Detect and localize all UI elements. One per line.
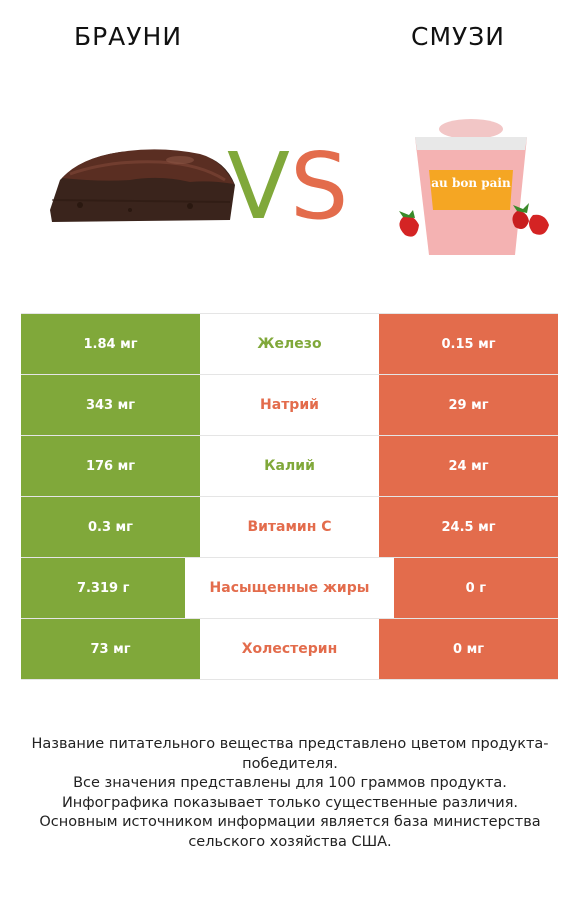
nutrient-label: Насыщенные жиры: [185, 558, 394, 618]
brownie-title: БРАУНИ: [73, 22, 183, 51]
brownie-value: 7.319 г: [21, 558, 186, 618]
table-row: 1.84 мг Железо 0.15 мг: [21, 313, 558, 375]
smoothie-value: 29 мг: [379, 375, 558, 435]
nutrient-label: Натрий: [200, 375, 379, 435]
smoothie-value: 24 мг: [379, 436, 558, 496]
brownie-value: 1.84 мг: [21, 314, 200, 374]
table-row: 176 мг Калий 24 мг: [21, 436, 558, 497]
footnote-line: Инфографика показывает только существенн…: [61, 794, 519, 811]
nutrient-label: Железо: [200, 314, 379, 374]
table-row: 7.319 г Насыщенные жиры 0 г: [21, 558, 558, 619]
vs-letter-v: V: [227, 140, 290, 230]
footnote: Название питательного вещества представл…: [20, 735, 560, 852]
nutrient-label: Холестерин: [200, 619, 379, 679]
table-row: 343 мг Натрий 29 мг: [21, 375, 558, 436]
smoothie-value: 0 мг: [379, 619, 558, 679]
table-row: 0.3 мг Витамин C 24.5 мг: [21, 497, 558, 558]
smoothie-title: СМУЗИ: [411, 22, 505, 51]
cup-brand-text: au bon pain: [431, 176, 511, 190]
brownie-value: 0.3 мг: [21, 497, 200, 557]
brownie-value: 73 мг: [21, 619, 200, 679]
footnote-line: Основным источником информации является …: [39, 814, 541, 850]
smoothie-value: 0.15 мг: [379, 314, 558, 374]
brownie-value: 343 мг: [21, 375, 200, 435]
smoothie-image: au bon pain: [399, 119, 549, 255]
nutrient-comparison-table: 1.84 мг Железо 0.15 мг 343 мг Натрий 29 …: [21, 313, 558, 680]
vs-letter-s: S: [290, 140, 348, 230]
smoothie-value: 24.5 мг: [379, 497, 558, 557]
brownie-value: 176 мг: [21, 436, 200, 496]
footnote-line: Все значения представлены для 100 граммо…: [73, 775, 507, 791]
nutrient-label: Калий: [200, 436, 379, 496]
vs-logo: V S: [227, 140, 348, 230]
table-row: 73 мг Холестерин 0 мг: [21, 619, 558, 680]
smoothie-value: 0 г: [393, 558, 558, 618]
footnote-line: Название питательного вещества представл…: [31, 736, 549, 772]
nutrient-label: Витамин C: [200, 497, 379, 557]
brownie-image: [50, 149, 235, 222]
